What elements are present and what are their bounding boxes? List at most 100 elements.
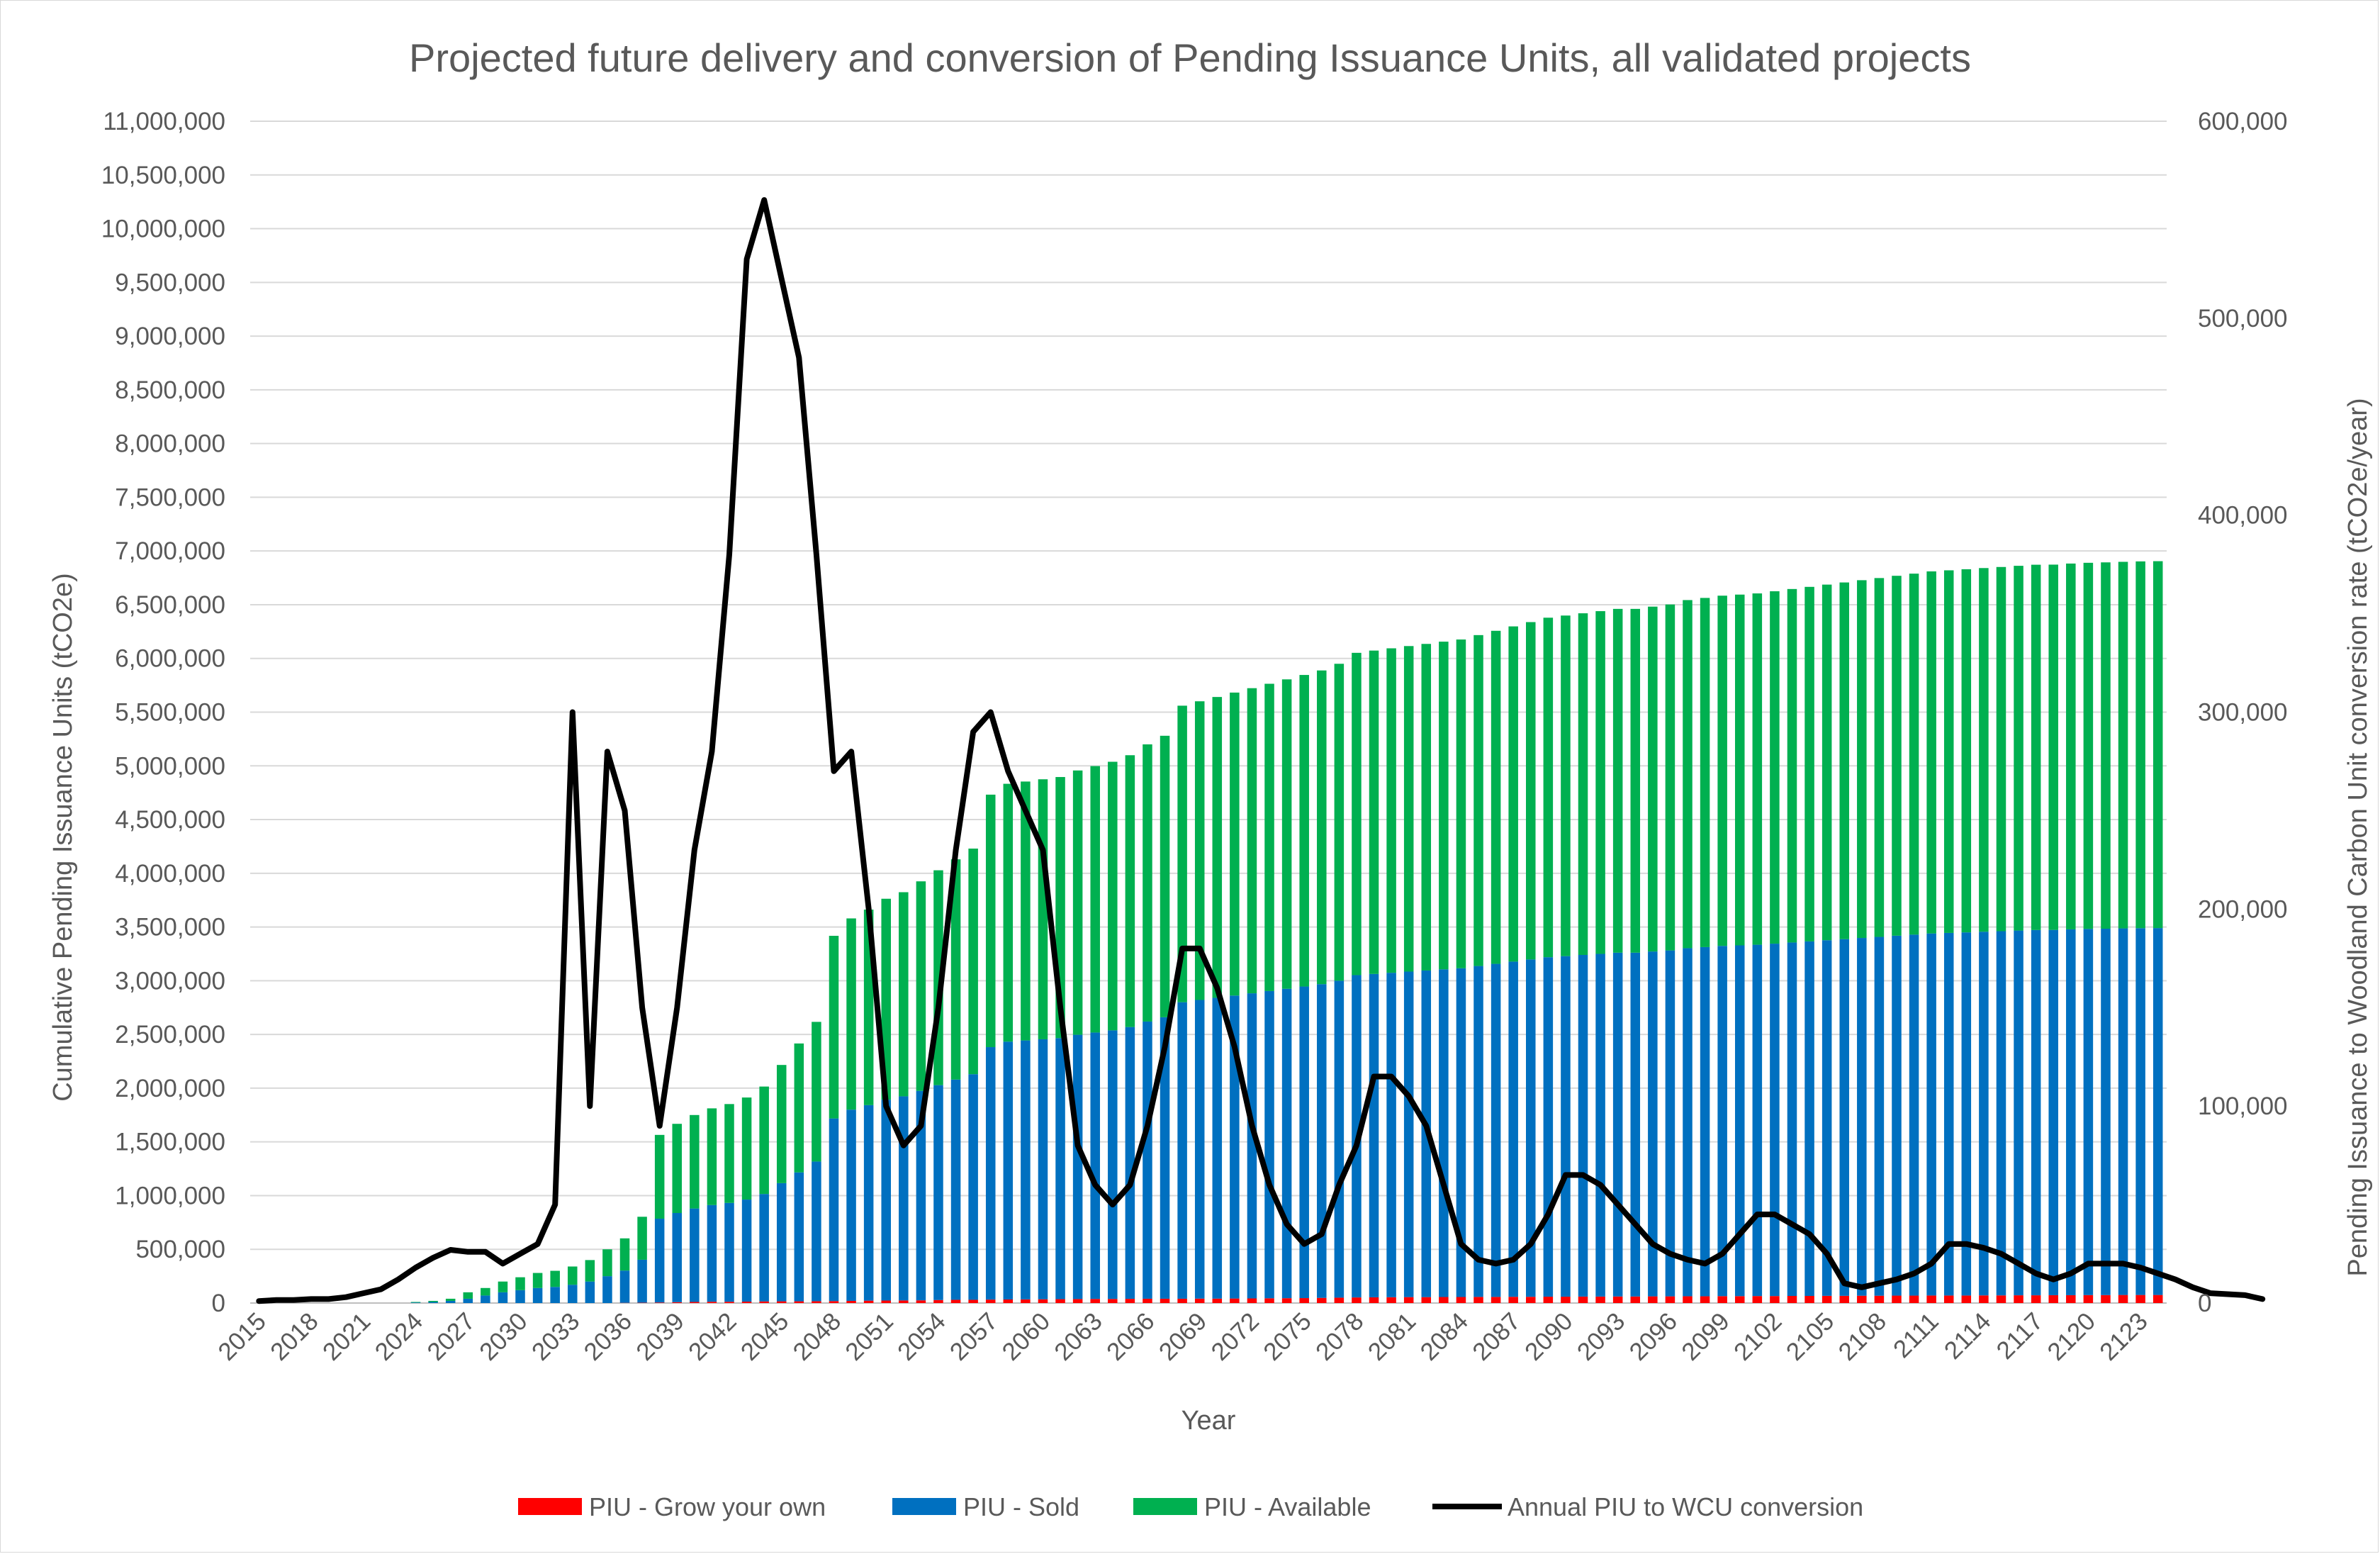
bar-sold	[1612, 952, 1623, 1297]
y-tick-label: 2,500,000	[115, 1021, 225, 1049]
bar-grow-your-own	[1543, 1297, 1554, 1303]
x-axis-ticks: 2015201820212024202720302033203620392042…	[213, 1307, 2152, 1366]
bar-available	[1334, 664, 1345, 981]
bar-available	[1734, 594, 1745, 946]
bar-available	[1491, 630, 1501, 964]
bar-available	[690, 1114, 700, 1209]
bar-grow-your-own	[985, 1299, 996, 1303]
bar-available	[1508, 626, 1518, 962]
x-tick-label: 2045	[736, 1307, 795, 1366]
bar-grow-your-own	[1160, 1298, 1170, 1303]
x-tick-label: 2051	[840, 1307, 899, 1366]
x-tick-label: 2108	[1833, 1307, 1892, 1366]
bar-grow-your-own	[1926, 1295, 1936, 1303]
bar-available	[1386, 648, 1396, 973]
bar-available	[1072, 770, 1083, 1035]
y-tick-label: 8,000,000	[115, 430, 225, 458]
bar-grow-your-own	[812, 1301, 821, 1303]
legend-swatch-sold	[892, 1498, 956, 1515]
bar-grow-your-own	[2048, 1295, 2058, 1303]
x-tick-label: 2030	[474, 1307, 533, 1366]
y-tick-label: 3,500,000	[115, 914, 225, 941]
bar-available	[602, 1249, 612, 1277]
bar-grow-your-own	[1595, 1296, 1605, 1303]
bar-sold	[863, 1105, 874, 1301]
bar-grow-your-own	[863, 1300, 874, 1303]
bar-grow-your-own	[1230, 1298, 1240, 1303]
bar-grow-your-own	[1630, 1296, 1641, 1303]
x-tick-label: 2024	[370, 1307, 429, 1366]
bar-grow-your-own	[1752, 1296, 1763, 1303]
bar-sold	[829, 1118, 839, 1302]
x-axis-title: Year	[1181, 1406, 1236, 1436]
bar-sold	[672, 1213, 683, 1302]
bar-sold	[1055, 1038, 1065, 1299]
bar-available	[985, 794, 996, 1048]
bar-sold	[1804, 941, 1814, 1296]
bar-sold	[585, 1281, 595, 1303]
bar-sold	[1717, 946, 1727, 1297]
bar-available	[950, 859, 961, 1080]
y-tick-label: 5,000,000	[115, 752, 225, 780]
bar-available	[672, 1124, 683, 1214]
bar-available	[1352, 652, 1362, 976]
bar-available	[794, 1043, 804, 1173]
bar-grow-your-own	[1961, 1295, 1972, 1303]
bar-sold	[1979, 932, 1989, 1296]
bar-grow-your-own	[1874, 1295, 1885, 1303]
bar-grow-your-own	[1386, 1297, 1396, 1303]
legend-swatch-available	[1133, 1498, 1197, 1515]
bar-grow-your-own	[1892, 1295, 1902, 1303]
bar-available	[532, 1273, 543, 1288]
right-axis-ticks: 0 100,000 200,000 300,000 400,000 500,000 600,…	[2198, 108, 2288, 1317]
bar-available	[2048, 564, 2058, 930]
bar-sold	[1683, 948, 1693, 1297]
bar-available	[2031, 564, 2041, 930]
bar-sold	[1892, 935, 1902, 1296]
bar-available	[1787, 588, 1797, 943]
bar-grow-your-own	[1177, 1298, 1187, 1303]
bar-available	[1804, 586, 1814, 941]
bar-available	[1264, 683, 1274, 991]
bar-sold	[1996, 931, 2006, 1296]
bar-grow-your-own	[1717, 1296, 1727, 1303]
bar-sold	[1125, 1027, 1135, 1299]
bar-available	[1421, 644, 1432, 971]
bar-grow-your-own	[2135, 1295, 2145, 1303]
bar-available	[2135, 561, 2145, 929]
bar-grow-your-own	[1317, 1297, 1327, 1303]
bar-sold	[2066, 929, 2076, 1295]
bar-available	[1317, 670, 1327, 985]
y-tick-label: 10,500,000	[101, 162, 225, 189]
bar-sold	[1752, 944, 1763, 1297]
bar-available	[2118, 561, 2128, 929]
bar-available	[1979, 568, 1989, 932]
bar-sold	[2118, 928, 2128, 1295]
bar-available	[1281, 679, 1292, 989]
bar-sold	[654, 1219, 665, 1303]
bar-sold	[899, 1096, 909, 1301]
bar-sold	[916, 1090, 926, 1301]
bar-available	[1108, 761, 1118, 1031]
bar-available	[776, 1065, 787, 1183]
y-tick-label: 6,000,000	[115, 645, 225, 673]
bar-sold	[1839, 939, 1849, 1296]
chart-title: Projected future delivery and conversion…	[409, 35, 1971, 80]
bar-sold	[2101, 929, 2111, 1295]
x-tick-label: 2063	[1049, 1307, 1108, 1366]
bar-sold	[463, 1298, 473, 1303]
bar-sold	[428, 1302, 438, 1303]
legend-label-available: PIU - Available	[1204, 1492, 1371, 1521]
bar-sold	[1943, 932, 1954, 1296]
bar-grow-your-own	[1456, 1297, 1466, 1303]
bar-grow-your-own	[1787, 1295, 1797, 1303]
bar-grow-your-own	[1770, 1296, 1780, 1303]
x-tick-label: 2039	[631, 1307, 690, 1366]
bar-available	[1595, 611, 1605, 954]
x-tick-label: 2018	[265, 1307, 324, 1366]
bar-available	[1143, 744, 1152, 1022]
bar-sold	[2048, 929, 2058, 1295]
legend-label-conversion: Annual PIU to WCU conversion	[1508, 1492, 1863, 1521]
bar-grow-your-own	[1612, 1296, 1623, 1303]
bar-available	[1456, 639, 1466, 968]
